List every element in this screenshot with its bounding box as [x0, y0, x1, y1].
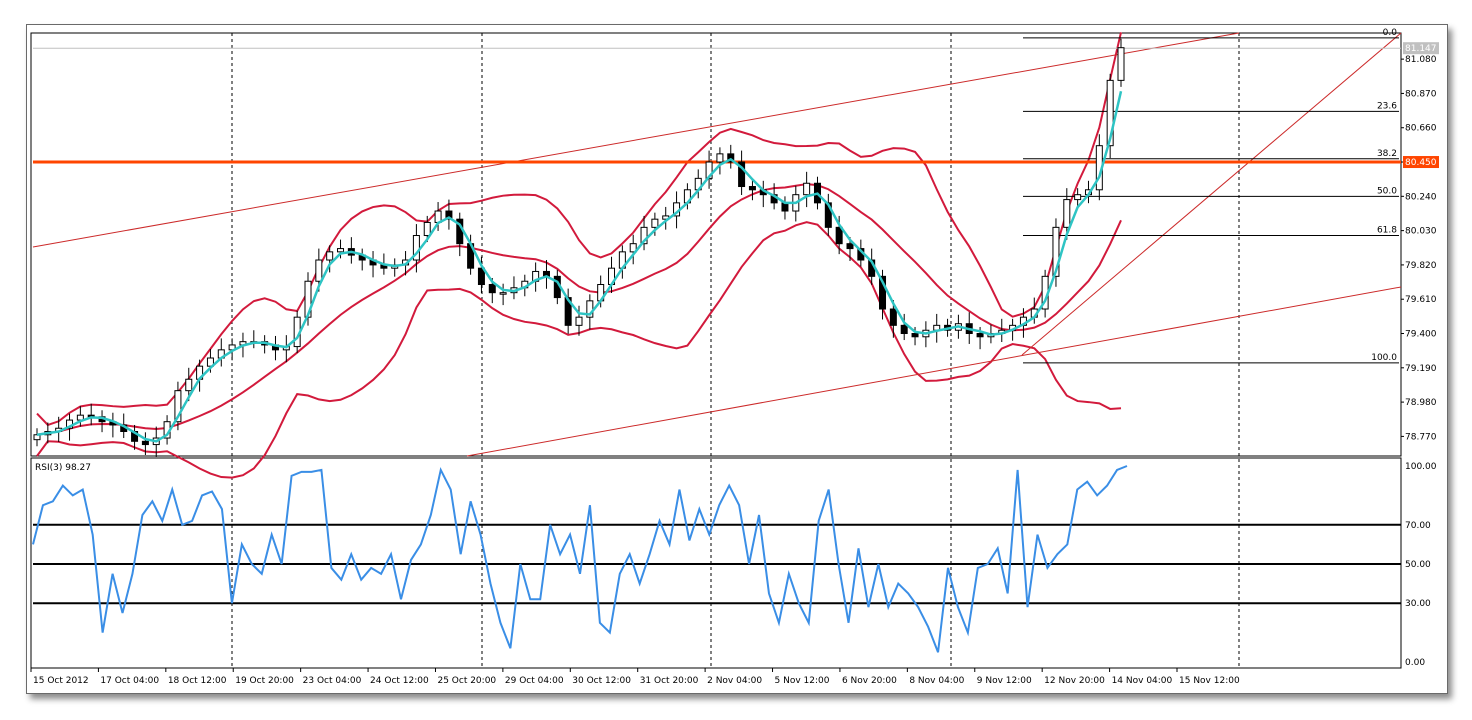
time-tick-9: 31 Oct 20:00	[640, 676, 699, 686]
time-tick-8: 30 Oct 12:00	[572, 676, 631, 686]
candle-96	[1074, 188, 1082, 207]
price-tick-2: 80.660	[1405, 124, 1437, 134]
time-tick-4: 23 Oct 04:00	[303, 676, 362, 686]
candle-27	[326, 245, 334, 273]
candle-80	[900, 313, 908, 341]
current-price-tag	[1403, 42, 1439, 55]
price-tick-7: 79.610	[1405, 295, 1437, 305]
time-tick-14: 9 Nov 12:00	[977, 676, 1032, 686]
candle-56	[640, 215, 648, 251]
price-tick-11: 78.770	[1405, 432, 1437, 442]
rsi-tick-3: 30.00	[1405, 599, 1431, 609]
time-tick-2: 18 Oct 12:00	[168, 676, 227, 686]
chart-canvas[interactable]: 0.0 23.6 38.2 50.0 61.8 100.0 81.080 80.870 80.…	[27, 25, 1447, 693]
fib-label-0: 0.0	[1383, 28, 1398, 38]
rsi-indicator: 100.00 70.00 50.00 30.00 0.00 RSI(3) 98.27	[32, 462, 1437, 668]
bollinger-upper	[36, 32, 1122, 427]
moving-average-line	[36, 90, 1123, 443]
candle-65	[738, 150, 746, 196]
time-tick-10: 2 Nov 04:00	[707, 676, 762, 686]
rsi-tick-2: 50.00	[1405, 560, 1431, 570]
channel-lower	[466, 286, 1402, 457]
rsi-tick-0: 100.00	[1405, 462, 1437, 472]
candle-38	[445, 199, 453, 230]
candle-71	[803, 171, 811, 208]
candle-100	[1117, 38, 1125, 87]
time-tick-6: 25 Oct 20:00	[437, 676, 496, 686]
candle-78	[879, 269, 887, 320]
fib-label-4: 61.8	[1377, 226, 1397, 236]
support-price-tag	[1403, 156, 1439, 169]
candle-57	[651, 212, 659, 236]
rsi-line	[32, 465, 1128, 653]
fib-label-5: 100.0	[1371, 353, 1397, 363]
chart-window: 0.0 23.6 38.2 50.0 61.8 100.0 81.080 80.870 80.…	[26, 24, 1448, 694]
bollinger-middle	[36, 183, 1122, 436]
fib-label-1: 23.6	[1377, 101, 1397, 111]
time-tick-15: 12 Nov 20:00	[1044, 676, 1105, 686]
vertical-grid	[231, 33, 1240, 668]
price-tick-0: 81.080	[1405, 55, 1437, 65]
time-tick-12: 6 Nov 20:00	[842, 676, 897, 686]
candle-81	[911, 326, 919, 346]
time-tick-17: 15 Nov 12:00	[1179, 676, 1240, 686]
candle-50	[575, 305, 583, 336]
candle-99	[1106, 73, 1114, 159]
candle-63	[716, 147, 724, 175]
time-axis: 15 Oct 2012 17 Oct 04:00 18 Oct 12:00 19 Oc…	[30, 668, 1240, 686]
support-price-label: 80.450	[1405, 158, 1437, 168]
price-tick-4: 80.240	[1405, 192, 1437, 202]
time-tick-7: 29 Oct 04:00	[505, 676, 564, 686]
candle-10	[141, 432, 149, 456]
time-tick-16: 14 Nov 04:00	[1112, 676, 1173, 686]
candle-43	[499, 283, 507, 306]
price-tick-6: 79.820	[1405, 261, 1437, 271]
fib-label-2: 38.2	[1377, 149, 1397, 159]
price-panel[interactable]	[30, 32, 1402, 457]
candle-66	[748, 179, 756, 201]
trend-line	[1021, 32, 1402, 356]
price-tick-9: 79.190	[1405, 364, 1437, 374]
time-tick-13: 8 Nov 04:00	[909, 676, 964, 686]
time-tick-5: 24 Oct 12:00	[370, 676, 429, 686]
time-tick-0: 15 Oct 2012	[33, 676, 89, 686]
time-tick-3: 19 Oct 20:00	[235, 676, 294, 686]
time-tick-11: 5 Nov 12:00	[775, 676, 830, 686]
price-axis: 81.080 80.870 80.660 80.450 80.240 80.030 79.8…	[1401, 42, 1439, 442]
price-tick-8: 79.400	[1405, 330, 1437, 340]
candle-13	[174, 381, 182, 431]
candle-94	[1052, 218, 1060, 287]
rsi-tick-1: 70.00	[1405, 521, 1431, 531]
time-tick-1: 17 Oct 04:00	[100, 676, 159, 686]
candle-55	[629, 234, 637, 265]
channel-upper	[32, 32, 1240, 248]
fib-label-3: 50.0	[1377, 186, 1397, 196]
current-price-label: 81.147	[1405, 44, 1437, 54]
candle-79	[889, 300, 897, 338]
price-tick-1: 80.870	[1405, 89, 1437, 99]
price-tick-5: 80.030	[1405, 227, 1437, 237]
rsi-tick-4: 0.00	[1405, 658, 1425, 668]
price-tick-10: 78.980	[1405, 398, 1437, 408]
rsi-label: RSI(3) 98.27	[35, 463, 91, 473]
moving-average	[36, 90, 1123, 443]
